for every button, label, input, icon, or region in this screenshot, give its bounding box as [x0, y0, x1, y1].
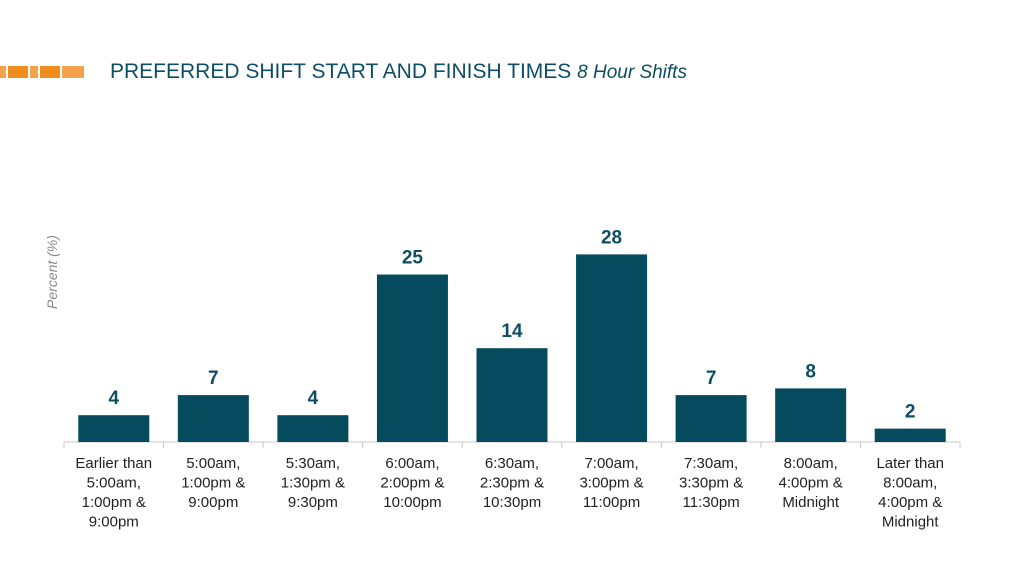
category-label: 7:00am, 3:00pm & 11:00pm — [579, 455, 643, 511]
data-label: 7 — [208, 368, 219, 389]
category-label-line: 1:00pm & — [181, 475, 245, 492]
bar — [775, 388, 847, 442]
category-label-line: 8:00am, — [784, 455, 838, 472]
accent-segment — [62, 66, 84, 78]
bar — [576, 254, 648, 442]
data-label: 28 — [601, 227, 622, 248]
accent-segment — [8, 66, 28, 78]
category-label-line: 4:00pm & — [878, 494, 942, 511]
category-label-line: 2:30pm & — [480, 475, 544, 492]
bar — [476, 348, 548, 442]
category-label-line: 11:30pm — [682, 494, 739, 511]
data-label: 25 — [402, 248, 424, 269]
title-text: PREFERRED SHIFT START AND FINISH TIMES — [110, 60, 572, 83]
accent-segment — [30, 66, 38, 78]
category-label-line: 3:30pm & — [679, 475, 743, 492]
accent-segment — [60, 66, 62, 78]
category-label-line: Midnight — [782, 494, 840, 511]
accent-segment — [0, 66, 6, 78]
category-label: 7:30am, 3:30pm & 11:30pm — [679, 455, 743, 511]
bar — [675, 395, 747, 442]
category-label-line: 1:30pm & — [281, 475, 345, 492]
category-label-line: 3:00pm & — [579, 475, 643, 492]
bar — [177, 395, 249, 442]
category-label-line: 2:00pm & — [380, 475, 444, 492]
category-label-line: 5:00am, — [186, 455, 240, 472]
subtitle-text: 8 Hour Shifts — [577, 62, 687, 83]
category-label: 6:30am, 2:30pm & 10:30pm — [480, 455, 544, 511]
accent-segment — [6, 66, 8, 78]
bar — [376, 274, 448, 442]
category-label-line: 8:00am, — [883, 475, 937, 492]
category-label: 6:00am, 2:00pm & 10:00pm — [380, 455, 444, 511]
category-label: 8:00am, 4:00pm & Midnight — [779, 455, 843, 511]
category-label: 5:00am, 1:00pm & 9:00pm — [181, 455, 245, 511]
bar — [277, 415, 349, 442]
accent-segment — [38, 66, 40, 78]
data-label: 4 — [308, 388, 319, 409]
data-label: 8 — [805, 361, 816, 382]
category-label: Later than 8:00am, 4:00pm & Midnight — [876, 455, 944, 531]
accent-strip — [0, 66, 84, 78]
category-label: Earlier than 5:00am, 1:00pm & 9:00pm — [75, 455, 152, 531]
category-label-line: Later than — [876, 455, 944, 472]
category-label-line: Earlier than — [75, 455, 152, 472]
accent-segment — [28, 66, 30, 78]
category-label-line: 7:00am, — [584, 455, 638, 472]
bar — [78, 415, 150, 442]
category-label-line: 10:00pm — [383, 494, 441, 511]
category-label-line: 9:00pm — [89, 514, 139, 531]
category-label-line: 9:30pm — [288, 494, 338, 511]
category-label-line: Midnight — [882, 514, 940, 531]
category-label-line: 9:00pm — [188, 494, 238, 511]
category-label-line: 5:00am, — [87, 475, 141, 492]
accent-segment — [40, 66, 60, 78]
category-label: 5:30am, 1:30pm & 9:30pm — [281, 455, 345, 511]
data-label: 7 — [706, 368, 717, 389]
category-label-line: 7:30am, — [684, 455, 738, 472]
slide-title: PREFERRED SHIFT START AND FINISH TIMES 8… — [110, 60, 687, 84]
data-label: 4 — [108, 388, 119, 409]
category-label-line: 11:00pm — [583, 494, 640, 511]
category-label-line: 10:30pm — [483, 494, 541, 511]
category-label-line: 1:00pm & — [82, 494, 146, 511]
category-label-line: 6:00am, — [385, 455, 439, 472]
data-label: 14 — [501, 321, 523, 342]
data-label: 2 — [905, 402, 916, 423]
category-label-line: 5:30am, — [286, 455, 340, 472]
category-label-line: 6:30am, — [485, 455, 539, 472]
category-label-line: 4:00pm & — [779, 475, 843, 492]
bar — [874, 428, 946, 442]
